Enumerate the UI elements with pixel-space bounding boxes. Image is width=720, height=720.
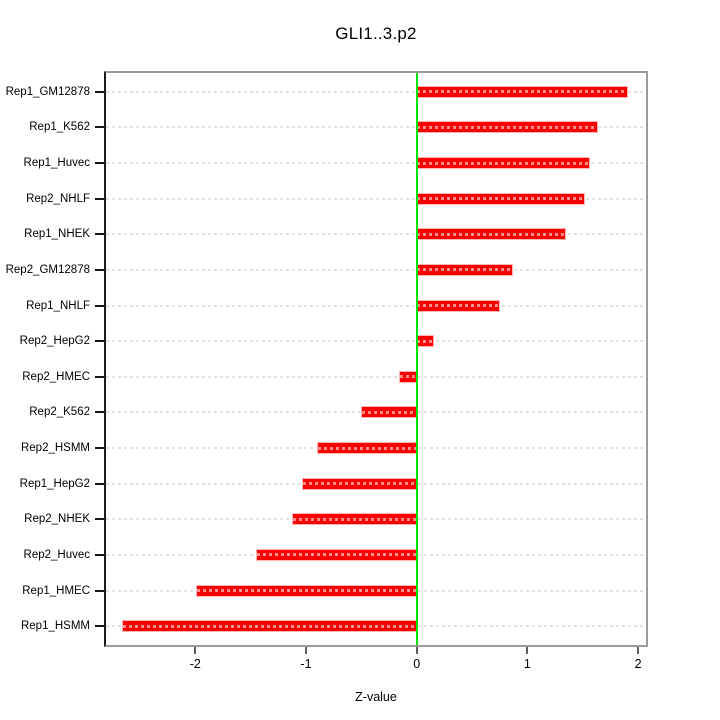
bar-rep1_hmec xyxy=(197,585,417,596)
y-axis-label: Rep1_HepG2 xyxy=(19,477,90,490)
bar-rep2_huvec xyxy=(257,549,417,560)
y-axis-tick xyxy=(95,233,104,236)
bar-grid-overlay xyxy=(416,232,566,236)
y-axis-tick xyxy=(95,197,104,200)
x-axis-tick xyxy=(194,647,197,654)
y-axis-label: Rep2_NHEK xyxy=(24,513,90,526)
gridline xyxy=(106,90,646,93)
x-axis-tick xyxy=(526,647,529,654)
bar-rep1_k562 xyxy=(416,122,598,133)
bar-grid-overlay xyxy=(123,624,417,628)
bar-grid-overlay xyxy=(302,482,417,486)
bar-grid-overlay xyxy=(416,125,598,129)
gridline xyxy=(106,268,646,271)
bar-grid-overlay xyxy=(400,375,417,379)
x-axis-tick-label: 1 xyxy=(523,657,531,671)
bar-grid-overlay xyxy=(416,304,499,308)
bar-rep2_hmec xyxy=(400,371,417,382)
y-axis-tick xyxy=(95,411,104,414)
y-axis-label: Rep2_HMEC xyxy=(22,370,90,383)
bar-grid-overlay xyxy=(292,517,417,521)
y-axis-tick xyxy=(95,340,104,343)
x-axis-title: Z-value xyxy=(355,690,397,704)
bar-rep2_nhlf xyxy=(416,193,584,204)
y-axis-tick xyxy=(95,625,104,628)
bar-rep1_nhlf xyxy=(416,300,499,311)
gridline xyxy=(106,197,646,200)
y-axis-tick xyxy=(95,162,104,165)
x-axis-tick-label: 0 xyxy=(413,657,421,671)
y-axis-label: Rep1_NHLF xyxy=(26,299,90,312)
gridline xyxy=(106,304,646,307)
bar-grid-overlay xyxy=(416,90,628,94)
bar-rep1_hsmm xyxy=(123,621,417,632)
y-axis-tick xyxy=(95,518,104,521)
y-axis-label: Rep1_HMEC xyxy=(22,584,90,597)
y-axis-label: Rep1_GM12878 xyxy=(5,85,90,98)
x-axis-tick xyxy=(304,647,307,654)
chart-title: GLI1..3.p2 xyxy=(335,24,417,43)
bar-rep1_hepg2 xyxy=(302,478,417,489)
y-axis-label: Rep2_NHLF xyxy=(26,192,90,205)
bar-rep2_hepg2 xyxy=(416,336,434,347)
y-axis-label: Rep2_Huvec xyxy=(23,548,90,561)
bar-rep1_nhek xyxy=(416,229,566,240)
gridline xyxy=(106,126,646,129)
bar-rep1_huvec xyxy=(416,158,590,169)
x-axis-tick xyxy=(415,647,418,654)
bar-grid-overlay xyxy=(257,553,417,557)
x-axis-tick-label: -1 xyxy=(300,657,312,671)
y-axis-tick xyxy=(95,375,104,378)
y-axis-tick xyxy=(95,447,104,450)
y-axis-label: Rep1_Huvec xyxy=(23,157,90,170)
gridline xyxy=(106,340,646,343)
y-axis-label: Rep1_K562 xyxy=(29,121,90,134)
y-axis-label: Rep2_GM12878 xyxy=(5,263,90,276)
bar-rep1_gm12878 xyxy=(416,86,628,97)
gridline xyxy=(106,162,646,165)
bar-grid-overlay xyxy=(318,446,417,450)
y-axis-label: Rep2_HSMM xyxy=(20,442,90,455)
gridline xyxy=(106,375,646,378)
y-axis-tick xyxy=(95,304,104,307)
y-axis-tick xyxy=(95,90,104,93)
x-axis-tick-label: -2 xyxy=(189,657,201,671)
y-axis-tick xyxy=(95,553,104,556)
gridline xyxy=(106,233,646,236)
bar-rep2_k562 xyxy=(362,407,417,418)
x-axis-tick-label: 2 xyxy=(634,657,642,671)
y-axis-label: Rep2_K562 xyxy=(29,406,90,419)
y-axis-tick xyxy=(95,589,104,592)
bar-grid-overlay xyxy=(416,268,512,272)
bar-rep2_nhek xyxy=(292,514,417,525)
bar-grid-overlay xyxy=(197,589,417,593)
bar-grid-overlay xyxy=(416,197,584,201)
bar-grid-overlay xyxy=(416,339,434,343)
y-axis-tick xyxy=(95,268,104,271)
y-axis-label: Rep1_NHEK xyxy=(24,228,90,241)
x-axis-tick xyxy=(637,647,640,654)
y-axis-tick xyxy=(95,126,104,129)
bar-rep2_hsmm xyxy=(318,443,417,454)
bar-grid-overlay xyxy=(416,161,590,165)
y-axis-label: Rep1_HSMM xyxy=(20,620,90,633)
zero-baseline xyxy=(415,73,418,645)
y-axis-label: Rep2_HepG2 xyxy=(19,335,90,348)
bar-rep2_gm12878 xyxy=(416,264,512,275)
bar-grid-overlay xyxy=(362,410,417,414)
y-axis-tick xyxy=(95,482,104,485)
